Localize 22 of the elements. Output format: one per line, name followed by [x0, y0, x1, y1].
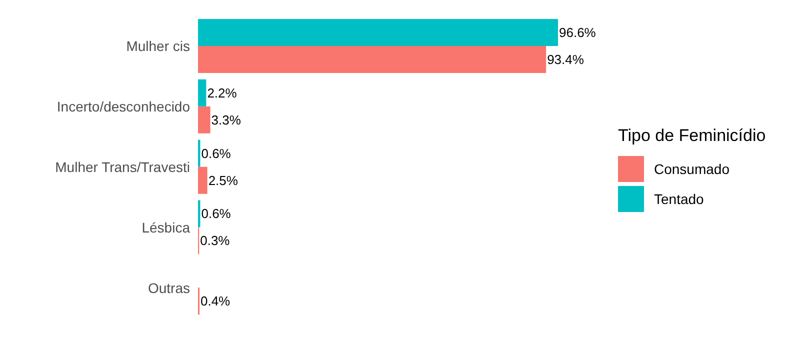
legend-label: Consumado	[654, 161, 730, 177]
data-label: 3.3%	[211, 112, 242, 128]
y-tick-label: Mulher Trans/Travesti	[55, 158, 190, 175]
data-label: 0.6%	[201, 146, 232, 161]
bar	[198, 79, 206, 106]
bar	[198, 19, 558, 46]
bar	[198, 106, 210, 134]
legend-label: Tentado	[654, 191, 704, 207]
data-label: 0.3%	[200, 233, 230, 248]
y-tick-label: Mulher cis	[126, 38, 190, 54]
y-tick-label: Incerto/desconhecido	[56, 98, 190, 115]
legend-title: Tipo de Feminicídio	[618, 126, 766, 146]
data-label: 96.6%	[559, 25, 596, 40]
data-label: 2.2%	[207, 85, 238, 100]
bar	[198, 166, 208, 194]
y-tick-label: Outras	[148, 280, 190, 296]
data-label: 93.4%	[547, 52, 584, 68]
y-tick-label: Lésbica	[142, 219, 190, 236]
data-label: 0.4%	[200, 294, 231, 309]
bar	[198, 46, 546, 74]
data-label: 2.5%	[208, 172, 238, 188]
data-label: 0.6%	[201, 206, 232, 222]
